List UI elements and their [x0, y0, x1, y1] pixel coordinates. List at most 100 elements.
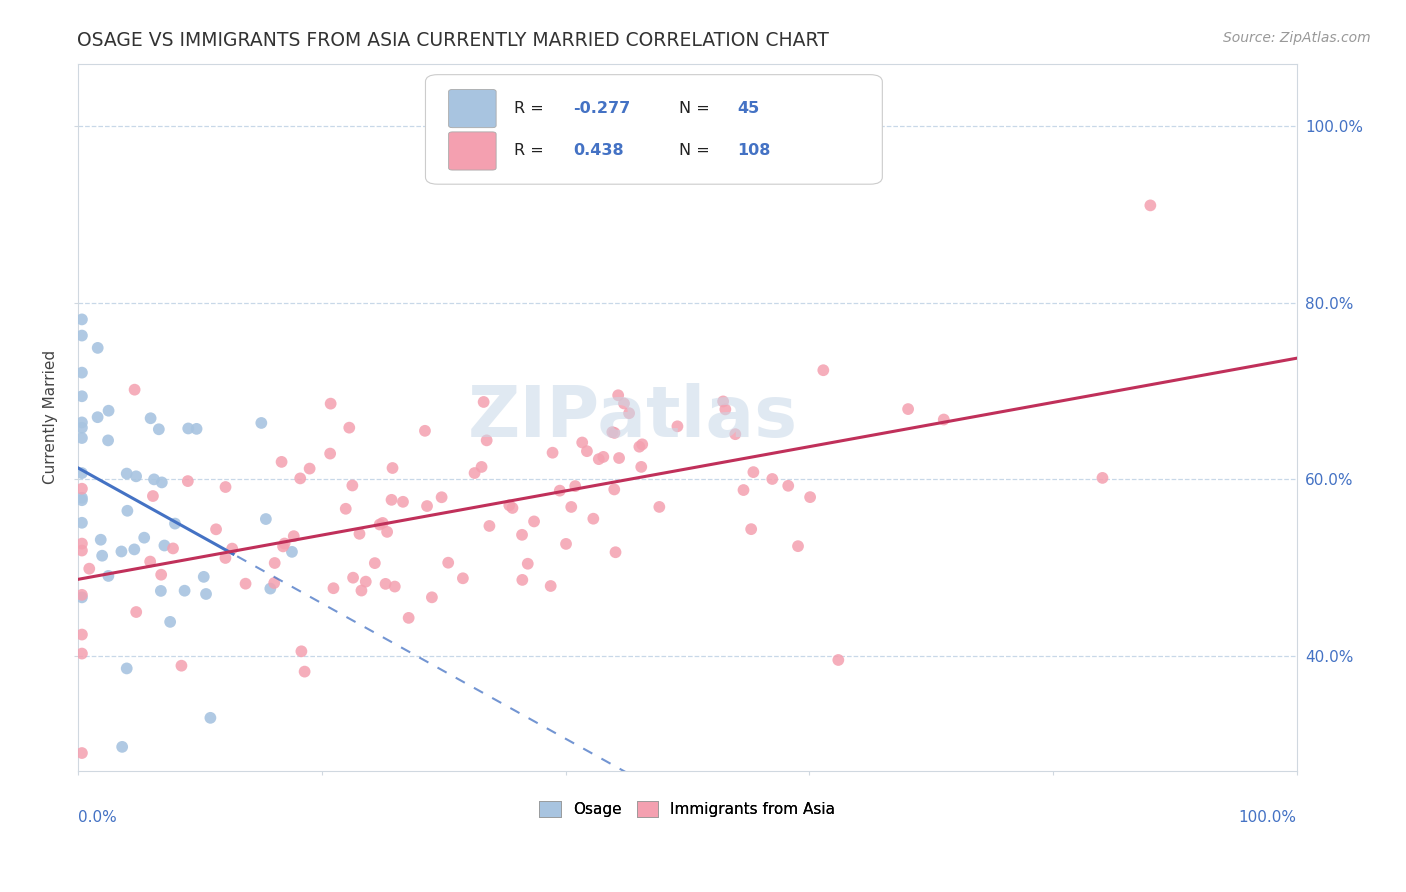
Point — [148, 422, 170, 436]
Point — [263, 556, 285, 570]
Point — [290, 644, 312, 658]
Point — [91, 549, 114, 563]
Point — [173, 583, 195, 598]
Point — [342, 571, 364, 585]
Text: R =: R = — [515, 101, 550, 116]
Point — [742, 465, 765, 479]
Point — [342, 478, 364, 492]
Point — [371, 516, 394, 530]
Point — [294, 665, 316, 679]
Point — [195, 587, 218, 601]
Point — [555, 537, 578, 551]
Point — [70, 543, 93, 558]
Point — [86, 410, 108, 425]
Point — [648, 500, 671, 514]
Point — [186, 422, 208, 436]
Point — [117, 504, 139, 518]
Point — [711, 394, 734, 409]
Point — [115, 467, 138, 481]
Point — [337, 420, 360, 434]
Point — [588, 452, 610, 467]
Point — [149, 583, 172, 598]
Point — [548, 483, 571, 498]
Point — [364, 556, 387, 570]
Point — [437, 556, 460, 570]
Point — [70, 591, 93, 605]
Point — [322, 581, 344, 595]
Point — [607, 388, 630, 402]
Point — [605, 545, 627, 559]
Point — [115, 661, 138, 675]
Point — [86, 341, 108, 355]
Point — [259, 582, 281, 596]
Point — [501, 500, 523, 515]
Point — [90, 533, 112, 547]
Point — [740, 522, 762, 536]
Legend: Osage, Immigrants from Asia: Osage, Immigrants from Asia — [533, 795, 842, 823]
Text: N =: N = — [679, 144, 714, 159]
Point — [582, 512, 605, 526]
Point — [392, 495, 415, 509]
Point — [77, 562, 100, 576]
Point — [787, 539, 810, 553]
Point — [398, 611, 420, 625]
Point — [354, 574, 377, 589]
Point — [475, 434, 498, 448]
Point — [464, 466, 486, 480]
Point — [416, 499, 439, 513]
Point — [205, 522, 228, 536]
Point — [70, 536, 93, 550]
Point — [70, 328, 93, 343]
Point — [560, 500, 582, 514]
Point — [97, 434, 120, 448]
Point — [666, 419, 689, 434]
Point — [142, 489, 165, 503]
Point — [281, 545, 304, 559]
Point — [384, 580, 406, 594]
Point — [478, 519, 501, 533]
Point — [214, 480, 236, 494]
Point — [575, 444, 598, 458]
Point — [290, 471, 312, 485]
Point — [134, 531, 156, 545]
Point — [271, 540, 294, 554]
Point — [630, 459, 652, 474]
Point — [603, 483, 626, 497]
Point — [270, 455, 292, 469]
Point — [510, 528, 533, 542]
Y-axis label: Currently Married: Currently Married — [44, 351, 58, 484]
Point — [540, 579, 562, 593]
Point — [70, 627, 93, 641]
Point — [70, 366, 93, 380]
Point — [374, 577, 396, 591]
Point — [70, 491, 93, 505]
Point — [70, 416, 93, 430]
Point — [430, 490, 453, 504]
Point — [761, 472, 783, 486]
Point — [368, 517, 391, 532]
Point — [571, 435, 593, 450]
Point — [714, 402, 737, 417]
Text: R =: R = — [515, 144, 550, 159]
Point — [153, 539, 176, 553]
Point — [510, 573, 533, 587]
Text: ZIPatlas: ZIPatlas — [468, 383, 797, 452]
Point — [827, 653, 849, 667]
Point — [70, 466, 93, 480]
Point — [125, 469, 148, 483]
Point — [143, 472, 166, 486]
Point — [733, 483, 755, 497]
Point — [564, 479, 586, 493]
Point — [1091, 471, 1114, 485]
Point — [932, 412, 955, 426]
FancyBboxPatch shape — [449, 132, 496, 170]
Point — [159, 615, 181, 629]
Point — [139, 411, 162, 425]
Point — [263, 576, 285, 591]
Point — [628, 440, 651, 454]
Point — [523, 515, 546, 529]
Point — [298, 461, 321, 475]
Point — [177, 474, 200, 488]
Point — [111, 739, 134, 754]
Point — [283, 529, 305, 543]
